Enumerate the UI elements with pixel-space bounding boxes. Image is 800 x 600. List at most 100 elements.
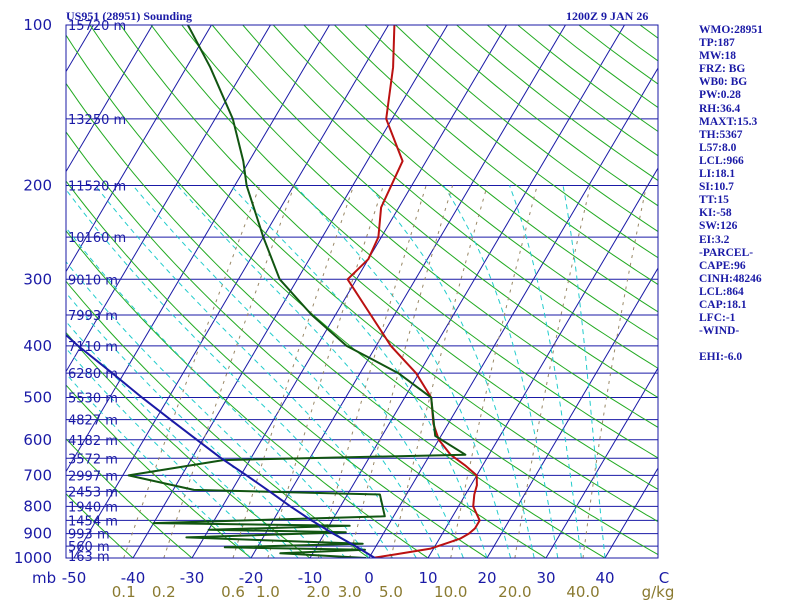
sounding-time: 1200Z 9 JAN 26 — [566, 9, 649, 23]
index-line: TT:15 — [699, 194, 729, 207]
mixing-ratio-line — [582, 185, 647, 558]
moist-adiabat-line — [367, 185, 535, 558]
stability-indices-panel: WMO:28951 TP:187 MW:18 FRZ: BG WB0: BG PW:0.2… — [699, 24, 763, 364]
dry-adiabat-line — [66, 438, 193, 558]
dry-adiabat-line — [364, 25, 658, 259]
temperature-tick-label: -40 — [121, 569, 146, 587]
isotherm-line — [250, 25, 566, 558]
mixing-ratio-line — [163, 185, 295, 558]
pressure-tick-label: 400 — [23, 337, 52, 355]
mixing-ratio-tick-label: 1.0 — [256, 583, 280, 600]
index-line — [699, 338, 763, 351]
dry-adiabat-line — [66, 131, 547, 558]
index-line: -PARCEL- — [699, 246, 754, 259]
mixing-ratio-tick-label: 0.6 — [221, 583, 245, 600]
index-line: PW:0.28 — [699, 89, 741, 102]
moist-adiabat-line — [132, 185, 441, 558]
pressure-tick-label: 600 — [23, 431, 52, 449]
index-line: MAXT:15.3 — [699, 115, 758, 128]
isotherm-line — [66, 25, 212, 273]
mixing-ratio-tick-label: 0.1 — [112, 583, 136, 600]
isotherm-line — [66, 25, 330, 473]
isotherm-line — [545, 367, 658, 558]
index-line: CAPE:96 — [699, 259, 746, 272]
height-label: 2453 m — [68, 485, 118, 500]
height-label: 6280 m — [68, 367, 118, 382]
height-label: 9010 m — [68, 273, 118, 288]
pressure-tick-label: 500 — [23, 389, 52, 407]
plot-frame — [65, 24, 659, 559]
pressure-tick-label: 800 — [23, 497, 52, 515]
pressure-tick-label: 900 — [23, 525, 52, 543]
dry-adiabat-line — [334, 25, 658, 286]
isotherm-line — [486, 267, 658, 558]
index-line: RH:36.4 — [699, 102, 741, 115]
dry-adiabat-line — [89, 25, 658, 523]
dry-adiabat-line — [211, 25, 658, 399]
dry-adiabat-line — [181, 25, 658, 428]
pressure-tick-label: 300 — [23, 270, 52, 288]
dry-adiabat-line — [66, 82, 606, 558]
mixing-ratio-tick-label: 2.0 — [306, 583, 330, 600]
isotherm-line — [309, 25, 625, 558]
isotherm-line — [604, 467, 658, 558]
index-line: EI:3.2 — [699, 233, 730, 246]
index-line: L57:8.0 — [699, 141, 737, 154]
height-label: 1454 m — [68, 514, 118, 529]
mixing-ratio-line — [450, 185, 538, 558]
index-line: CINH:48246 — [699, 272, 762, 285]
height-label: 4182 m — [68, 434, 118, 449]
isotherm-line — [73, 25, 389, 558]
height-label: 7110 m — [68, 340, 118, 355]
mixing-ratio-tick-label: 0.2 — [152, 583, 176, 600]
dry-adiabat-line — [150, 25, 658, 459]
moist-adiabat-line — [66, 261, 346, 558]
height-label: 163 m — [68, 550, 110, 565]
mixing-ratio-tick-label: 3.0 — [338, 583, 362, 600]
index-line: KI:-58 — [699, 207, 732, 220]
mixing-ratio-line — [349, 185, 454, 558]
mixing-ratio-unit-label: g/kg — [642, 583, 675, 600]
mixing-ratio-line — [514, 185, 591, 558]
index-line: TH:5367 — [699, 128, 743, 141]
dry-adiabat-line — [272, 25, 658, 341]
temperature-tick-label: 40 — [595, 569, 614, 587]
height-label: 5530 m — [68, 392, 118, 407]
height-label: 1940 m — [68, 500, 118, 515]
mixing-ratio-tick-label: 40.0 — [566, 583, 599, 600]
height-label: 4827 m — [68, 414, 118, 429]
index-line: LCL:864 — [699, 285, 744, 298]
height-label: 10160 m — [68, 231, 126, 246]
index-line: CAP:18.1 — [699, 298, 747, 311]
dry-adiabat-line — [66, 230, 429, 558]
mixing-ratio-tick-label: 10.0 — [434, 583, 467, 600]
index-line: EHI:-6.0 — [699, 351, 743, 364]
index-line: LFC:-1 — [699, 312, 736, 325]
height-label: 15720 m — [68, 19, 126, 34]
height-label: 993 m — [68, 528, 110, 543]
isotherm-line — [368, 67, 658, 558]
index-line: SW:126 — [699, 220, 738, 233]
mixing-ratio-tick-label: 20.0 — [498, 583, 531, 600]
isotherm-line — [427, 167, 658, 558]
index-line: TP:187 — [699, 37, 735, 50]
moist-adiabat-line — [509, 185, 582, 558]
dry-adiabat-line — [66, 34, 658, 556]
temperature-tick-label: 0 — [364, 569, 374, 587]
height-label: 3572 m — [68, 452, 118, 467]
dewpoint-profile-line — [127, 25, 467, 558]
parcel-profile-line — [66, 333, 376, 558]
height-label: 7993 m — [68, 309, 118, 324]
dry-adiabat-line — [66, 180, 488, 558]
index-line: WB0: BG — [699, 76, 748, 89]
temperature-tick-label: 20 — [477, 569, 496, 587]
dry-adiabat-line — [66, 280, 370, 558]
dry-adiabat-line — [66, 493, 134, 558]
index-line: SI:10.7 — [699, 181, 734, 194]
dry-adiabat-line — [66, 384, 252, 558]
index-line: -WIND- — [699, 325, 740, 338]
moist-adiabat-line — [94, 185, 417, 558]
temperature-tick-label: -30 — [180, 569, 205, 587]
